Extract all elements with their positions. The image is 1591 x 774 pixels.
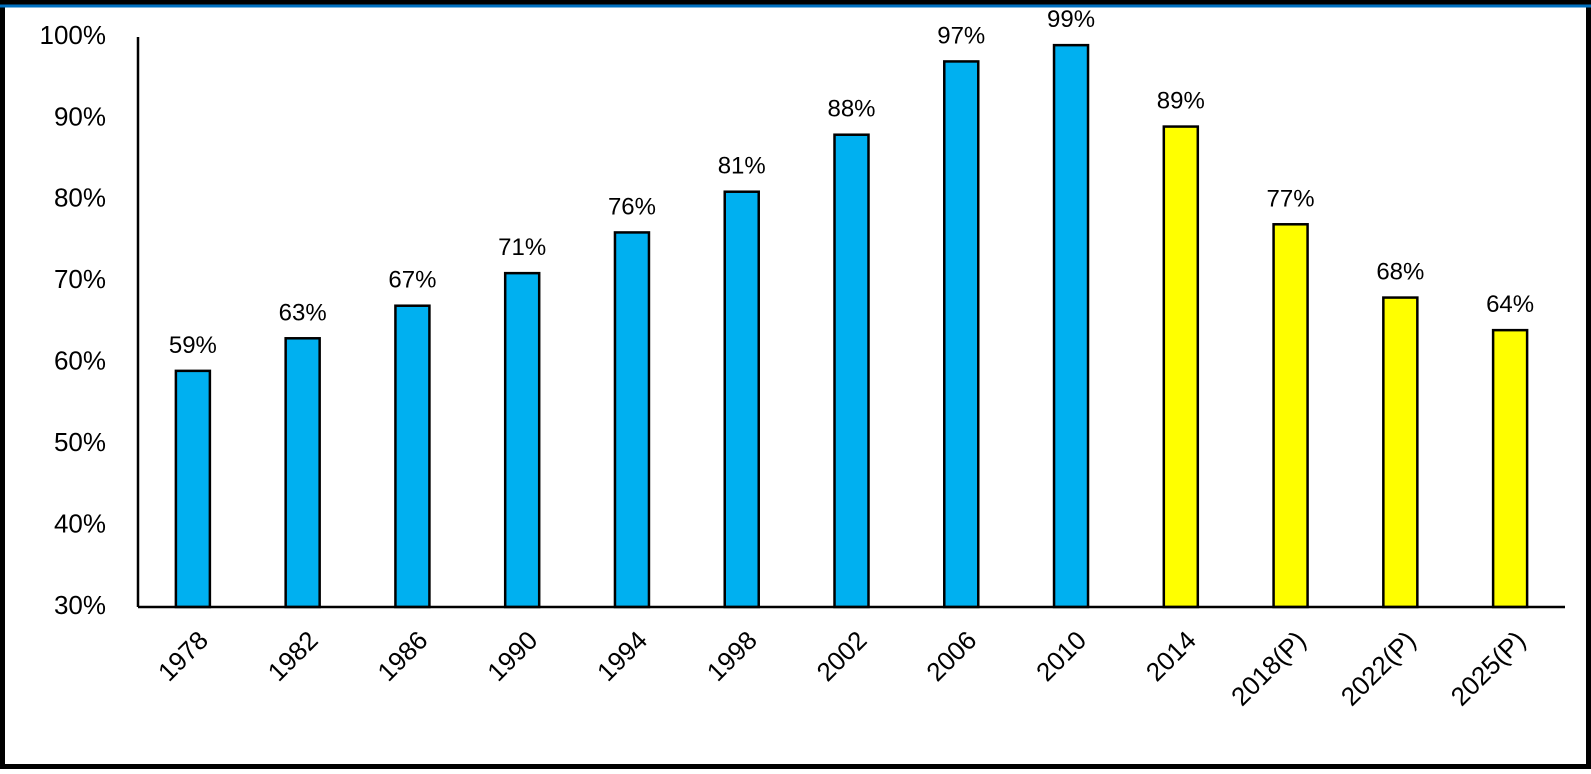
y-tick-label: 60%	[54, 346, 106, 376]
value-label: 64%	[1486, 291, 1534, 318]
value-label: 59%	[169, 332, 217, 359]
y-tick-label: 80%	[54, 183, 106, 213]
value-label: 68%	[1376, 259, 1424, 286]
bar	[613, 231, 651, 609]
value-label: 77%	[1267, 185, 1315, 212]
value-label: 67%	[388, 267, 436, 294]
value-label: 97%	[937, 22, 985, 49]
y-tick-label: 40%	[54, 508, 106, 538]
bar	[833, 133, 870, 609]
bar	[1382, 296, 1419, 609]
y-tick-label: 30%	[54, 590, 106, 620]
bar	[394, 304, 431, 609]
bar	[1491, 328, 1529, 609]
y-tick-label: 70%	[54, 264, 106, 294]
bar	[723, 190, 760, 609]
bar	[1162, 125, 1200, 609]
value-label: 99%	[1047, 6, 1095, 33]
bar	[943, 60, 980, 609]
value-label: 63%	[279, 299, 327, 326]
y-tick-label: 100%	[40, 20, 107, 50]
value-label: 76%	[608, 193, 656, 220]
bar	[174, 369, 212, 609]
y-tick-label: 90%	[54, 101, 106, 131]
value-label: 89%	[1157, 88, 1205, 115]
bar	[284, 337, 321, 609]
y-tick-label: 50%	[54, 427, 106, 457]
bar	[1272, 223, 1309, 609]
bar	[503, 271, 541, 609]
bar	[1052, 43, 1090, 609]
value-label: 71%	[498, 234, 546, 261]
value-label: 88%	[827, 96, 875, 123]
value-label: 81%	[718, 153, 766, 180]
